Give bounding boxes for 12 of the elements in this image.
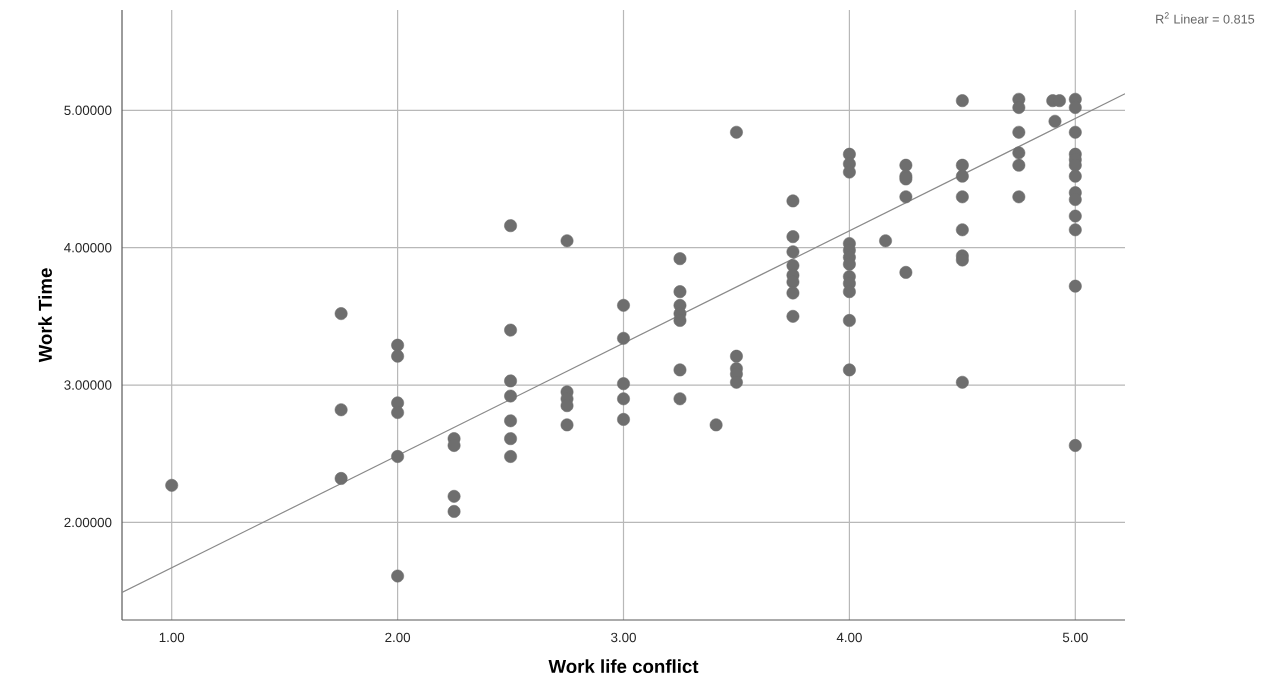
y-tick-label: 2.00000: [64, 517, 112, 528]
x-tick-label: 5.00: [1062, 632, 1088, 643]
x-axis-title: Work life conflict: [548, 659, 699, 674]
y-tick-label: 5.00000: [64, 105, 112, 115]
x-tick-label: 2.00: [385, 632, 411, 643]
x-tick-label: 4.00: [836, 632, 862, 643]
x-tick-label: 1.00: [159, 632, 185, 643]
y-axis-title: Work Time: [38, 268, 52, 363]
text: R$^{2}$ Linear = 0.815: [1156, 12, 1255, 24]
y-tick-label: 3.00000: [64, 380, 112, 390]
y-tick-label: 4.00000: [64, 242, 112, 253]
x-tick-label: 3.00: [611, 632, 636, 643]
